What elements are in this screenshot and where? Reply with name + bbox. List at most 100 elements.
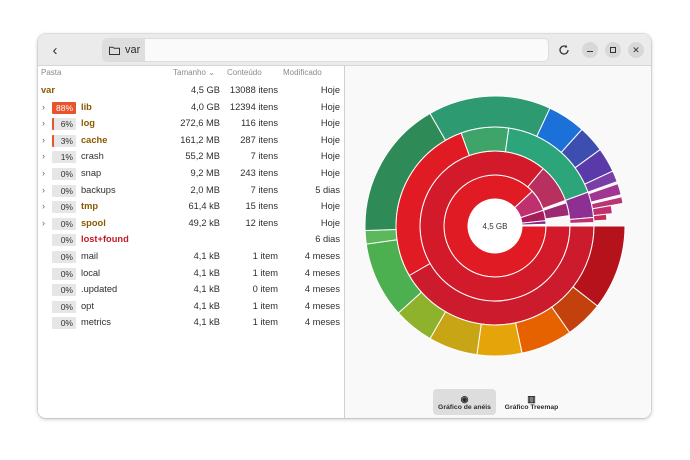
folder-name: crash: [81, 151, 104, 162]
pane-divider[interactable]: [344, 66, 345, 418]
ring-center[interactable]: [469, 200, 521, 252]
folder-size: 4,1 kB: [193, 317, 220, 328]
folder-modified: 5 dias: [315, 184, 340, 195]
folder-content: 12394 itens: [229, 101, 278, 112]
folder-row[interactable]: › 88% lib 4,0 GB 12394 itens Hoje: [38, 100, 344, 117]
column-header-size[interactable]: Tamanho ⌄: [173, 68, 215, 82]
column-header-folder[interactable]: Pasta: [41, 68, 62, 77]
folder-row-root[interactable]: var 4,5 GB 13088 itens Hoje: [38, 83, 344, 100]
folder-modified: 4 meses: [304, 300, 340, 311]
folder-row[interactable]: 0% local 4,1 kB 1 item 4 meses: [38, 266, 344, 283]
back-button[interactable]: ‹: [44, 38, 66, 62]
ring-center-label: 4,5 GB: [483, 222, 508, 231]
percent-badge: 0%: [52, 251, 76, 263]
maximize-button[interactable]: [605, 42, 621, 58]
folder-name: cache: [81, 134, 108, 145]
folder-name: lib: [81, 101, 92, 112]
maximize-icon: [610, 47, 616, 53]
ring-segment-crash[interactable]: [521, 220, 547, 226]
percent-badge: 0%: [52, 168, 76, 180]
percent-badge: 3%: [52, 134, 76, 147]
path-segment-var[interactable]: var: [103, 39, 145, 61]
expander-chevron-icon[interactable]: ›: [42, 201, 45, 212]
expander-chevron-icon[interactable]: ›: [42, 151, 45, 162]
rings-chart-button[interactable]: ◉ Gráfico de anéis: [433, 389, 496, 415]
minimize-button[interactable]: [582, 42, 598, 58]
folder-modified: 4 meses: [304, 251, 340, 261]
folder-modified: 4 meses: [304, 267, 340, 278]
ring-segment-outer-4[interactable]: [476, 322, 523, 357]
ring-segment-outer-15[interactable]: [587, 183, 622, 203]
folder-row[interactable]: › 0% snap 9,2 MB 243 itens Hoje: [38, 166, 344, 183]
percent-badge: 0%: [52, 217, 76, 230]
folder-name: .updated: [81, 284, 118, 295]
folder-row[interactable]: 0% opt 4,1 kB 1 item 4 meses: [38, 299, 344, 316]
percent-badge: 0%: [52, 267, 76, 280]
folder-modified: 4 meses: [304, 284, 340, 295]
folder-name: backups: [81, 184, 116, 195]
column-header-content[interactable]: Conteúdo: [227, 68, 262, 77]
folder-content: 7 itens: [250, 184, 278, 195]
folder-modified: Hoje: [320, 134, 340, 145]
refresh-button[interactable]: [553, 39, 575, 61]
folder-size: 4,1 kB: [193, 300, 220, 311]
expander-chevron-icon[interactable]: ›: [42, 101, 45, 112]
folder-row[interactable]: 0% metrics 4,1 kB 1 item 4 meses: [38, 315, 344, 332]
folder-row[interactable]: › 0% spool 49,2 kB 12 itens Hoje: [38, 216, 344, 233]
ring-segment-outer-14[interactable]: [584, 170, 618, 193]
folder-modified: 6 dias: [315, 234, 340, 245]
percent-badge: 1%: [52, 151, 76, 164]
percent-badge: 0%: [52, 317, 76, 330]
expander-chevron-icon[interactable]: ›: [42, 168, 45, 178]
rings-chart[interactable]: 4,5 GB: [345, 66, 651, 386]
treemap-chart-button[interactable]: ▥ Gráfico Treemap: [500, 389, 563, 415]
folder-content: 12 itens: [245, 217, 278, 228]
chevron-left-icon: ‹: [52, 41, 58, 59]
folder-row[interactable]: › 1% crash 55,2 MB 7 itens Hoje: [38, 149, 344, 166]
folder-content: 7 itens: [250, 151, 278, 162]
folder-name: mail: [81, 251, 99, 261]
chart-type-switcher: ◉ Gráfico de anéis ▥ Gráfico Treemap: [433, 389, 563, 415]
folder-row[interactable]: › 0% tmp 61,4 kB 15 itens Hoje: [38, 199, 344, 216]
folder-size: 2,0 MB: [190, 184, 220, 195]
folder-name: lost+found: [81, 234, 129, 245]
folder-name: snap: [81, 168, 102, 178]
folder-row[interactable]: 0% .updated 4,1 kB 0 item 4 meses: [38, 282, 344, 299]
expander-chevron-icon[interactable]: ›: [42, 118, 45, 129]
folder-modified: Hoje: [320, 201, 340, 212]
folder-row[interactable]: › 0% backups 2,0 MB 7 itens 5 dias: [38, 183, 344, 200]
treemap-chart-icon: ▥: [527, 393, 536, 404]
header-bar: ‹ var ✕: [38, 34, 651, 66]
column-header-modified[interactable]: Modificado: [283, 68, 322, 77]
folder-content: 1 item: [252, 317, 278, 328]
folder-modified: Hoje: [320, 85, 340, 95]
percent-badge: 6%: [52, 118, 76, 131]
folder-row[interactable]: 0% lost+found 6 dias: [38, 232, 344, 249]
folder-size: 9,2 MB: [190, 168, 220, 178]
folder-content: 15 itens: [245, 201, 278, 212]
folder-content: 116 itens: [240, 118, 278, 129]
folder-name: spool: [81, 217, 106, 228]
treemap-chart-label: Gráfico Treemap: [504, 403, 559, 411]
folder-size: 61,4 kB: [188, 201, 220, 212]
folder-content: 1 item: [252, 251, 278, 261]
folder-row[interactable]: › 6% log 272,6 MB 116 itens Hoje: [38, 116, 344, 133]
percent-badge: 0%: [52, 300, 76, 313]
folder-row[interactable]: › 3% cache 161,2 MB 287 itens Hoje: [38, 133, 344, 150]
refresh-icon: [559, 44, 569, 55]
close-button[interactable]: ✕: [628, 42, 644, 58]
ring-segment-outer-18[interactable]: [592, 213, 608, 222]
expander-chevron-icon[interactable]: ›: [42, 217, 45, 228]
path-segment-label: var: [125, 44, 141, 56]
baobab-window: ‹ var ✕ Pasta Tamanho ⌄: [38, 34, 651, 418]
expander-chevron-icon[interactable]: ›: [42, 184, 45, 195]
folder-modified: Hoje: [320, 118, 340, 129]
folder-size: 49,2 kB: [188, 217, 220, 228]
folder-row[interactable]: 0% mail 4,1 kB 1 item 4 meses: [38, 249, 344, 266]
ring-segment-l3-c[interactable]: [460, 126, 510, 157]
folder-name: log: [81, 118, 95, 129]
close-icon: ✕: [632, 44, 640, 55]
folder-content: 287 itens: [240, 134, 278, 145]
expander-chevron-icon[interactable]: ›: [42, 134, 45, 145]
sort-descending-icon: ⌄: [208, 68, 215, 77]
